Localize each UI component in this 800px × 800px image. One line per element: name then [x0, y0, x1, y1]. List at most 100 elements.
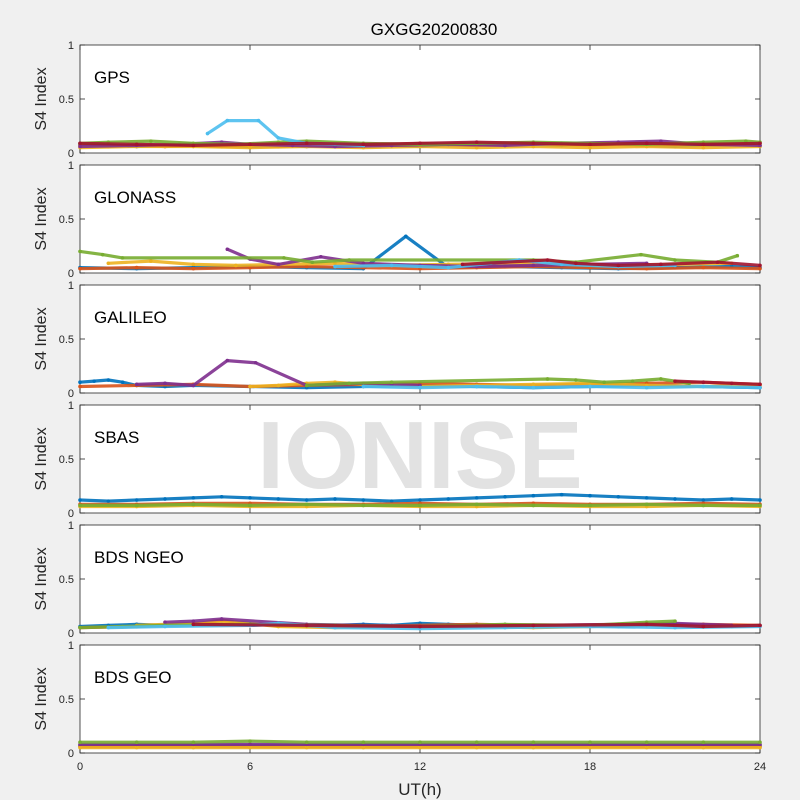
data-point — [418, 503, 422, 508]
data-point — [474, 145, 479, 150]
panels-group: 0 0.5 1 S4 Index GPS 0 0.5 1 S4 Index GLONASS 0 0.5… — [33, 40, 766, 773]
data-point — [673, 258, 677, 262]
y-axis-label: S4 Index — [33, 427, 50, 490]
series-4 — [78, 739, 762, 744]
data-point — [304, 502, 309, 507]
plot-area — [79, 644, 761, 754]
data-point — [78, 380, 82, 385]
series-trace — [191, 622, 762, 629]
data-point — [163, 497, 167, 501]
data-point — [361, 503, 366, 508]
series-4 — [78, 249, 740, 265]
data-point — [92, 379, 96, 383]
series-trace — [361, 384, 762, 390]
y-tick-label: 0.5 — [59, 214, 74, 226]
data-point — [225, 247, 230, 252]
data-point — [673, 379, 677, 383]
data-point — [276, 383, 281, 388]
data-point — [701, 380, 706, 385]
data-point — [446, 265, 451, 270]
data-point — [253, 360, 258, 365]
y-tick-label: 1 — [68, 280, 74, 292]
data-point — [78, 384, 82, 389]
panel-sbas: 0 0.5 1 S4 Index SBAS — [33, 400, 762, 520]
data-point — [659, 262, 663, 267]
data-point — [248, 265, 252, 270]
data-point — [219, 617, 224, 621]
data-point — [644, 502, 649, 507]
data-point — [588, 740, 592, 744]
data-point — [474, 745, 479, 750]
data-point — [644, 740, 649, 744]
data-point — [78, 141, 82, 146]
data-point — [276, 497, 281, 501]
data-point — [134, 382, 139, 387]
y-axis-label: S4 Index — [33, 67, 50, 130]
data-point — [134, 503, 139, 508]
y-tick-label: 0 — [68, 148, 74, 160]
data-point — [758, 385, 762, 390]
data-point — [559, 262, 564, 267]
data-point — [78, 740, 82, 744]
y-axis-label: S4 Index — [33, 307, 50, 370]
data-point — [134, 740, 139, 744]
data-point — [234, 263, 238, 268]
data-point — [134, 498, 139, 502]
data-point — [361, 384, 366, 389]
panel-name: GALILEO — [94, 308, 167, 327]
data-point — [248, 496, 252, 500]
data-point — [191, 619, 196, 623]
data-point — [758, 263, 762, 268]
data-point — [644, 266, 649, 271]
panel-name: BDS GEO — [94, 668, 171, 687]
data-point — [446, 497, 451, 501]
data-point — [630, 379, 635, 383]
data-point — [248, 142, 252, 147]
data-point — [304, 498, 309, 502]
data-point — [361, 261, 366, 266]
series-4 — [304, 377, 691, 388]
x-axis-label: UT(h) — [398, 780, 441, 799]
data-point — [389, 380, 394, 385]
data-point — [701, 740, 706, 744]
panel-bds-ngeo: 0 0.5 1 S4 Index BDS NGEO — [33, 520, 762, 640]
data-point — [729, 497, 734, 501]
data-point — [404, 234, 408, 239]
data-point — [225, 358, 230, 363]
data-point — [106, 499, 111, 503]
series-6 — [78, 140, 762, 148]
data-point — [758, 503, 762, 508]
data-point — [191, 266, 196, 271]
data-point — [333, 497, 337, 501]
data-point — [588, 745, 592, 750]
series-trace — [78, 249, 739, 264]
data-point — [219, 495, 224, 499]
y-tick-label: 0 — [68, 628, 74, 640]
y-tick-label: 1 — [68, 400, 74, 412]
x-tick-label: 24 — [754, 761, 766, 773]
data-point — [460, 262, 465, 267]
y-tick-label: 1 — [68, 40, 74, 52]
data-point — [191, 383, 196, 388]
data-point — [418, 745, 422, 750]
data-point — [389, 263, 394, 268]
data-point — [701, 503, 706, 508]
data-point — [78, 498, 82, 502]
data-point — [248, 745, 252, 750]
data-point — [248, 742, 252, 747]
y-tick-label: 0 — [68, 388, 74, 400]
data-point — [574, 378, 578, 382]
data-point — [531, 623, 536, 628]
data-point — [673, 497, 677, 501]
series-6 — [191, 622, 762, 629]
data-point — [361, 498, 366, 502]
series-0 — [78, 492, 762, 503]
data-point — [106, 378, 111, 382]
data-point — [78, 249, 82, 254]
data-point — [588, 384, 592, 389]
data-point — [545, 258, 550, 262]
data-point — [531, 740, 536, 744]
data-point — [602, 380, 606, 385]
data-point — [701, 498, 706, 502]
data-point — [701, 624, 706, 629]
